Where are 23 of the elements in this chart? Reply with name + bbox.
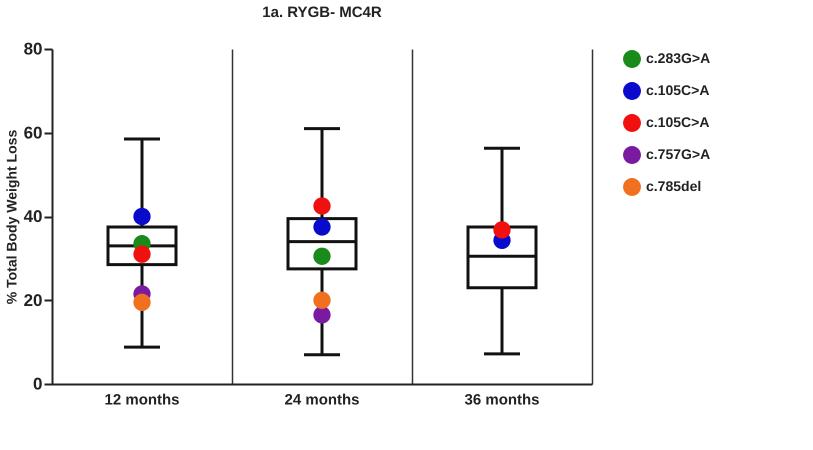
point xyxy=(133,294,151,311)
point xyxy=(313,248,331,265)
point xyxy=(313,306,331,324)
chart-title: 1a. RYGB- MC4R xyxy=(262,4,382,21)
y-tick-label: 60 xyxy=(24,123,42,142)
y-tick-label: 20 xyxy=(24,290,42,310)
point xyxy=(313,218,331,236)
y-tick-label: 0 xyxy=(33,374,42,394)
y-tick-label: 80 xyxy=(24,40,42,58)
point xyxy=(493,221,511,239)
point xyxy=(313,197,331,215)
point xyxy=(313,292,331,309)
legend-label: c.283G>A xyxy=(646,50,710,66)
x-tick-label: 12 months xyxy=(104,392,180,408)
point xyxy=(133,208,151,226)
legend-label: c.757G>A xyxy=(646,146,710,162)
x-tick-label: 36 months xyxy=(464,392,540,408)
legend-label: c.105C>A xyxy=(646,114,710,130)
legend-label: c.105C>A xyxy=(646,82,710,98)
legend-label: c.785del xyxy=(646,178,702,194)
y-axis-title: % Total Body Weight Loss xyxy=(4,130,20,304)
y-tick-label: 40 xyxy=(24,207,42,226)
x-tick-label: 24 months xyxy=(284,392,360,408)
